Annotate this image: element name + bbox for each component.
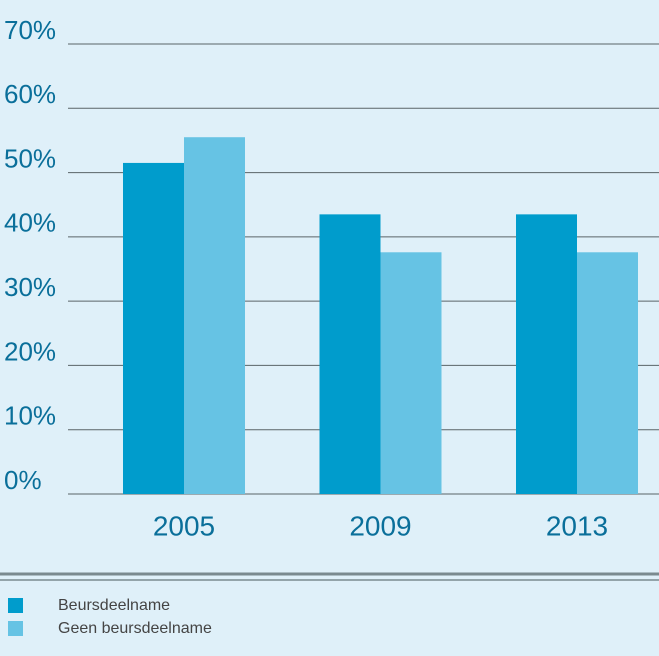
bar xyxy=(319,214,381,494)
y-tick-label: 10% xyxy=(4,401,56,431)
legend-swatch xyxy=(8,621,23,636)
legend-label: Geen beursdeelname xyxy=(58,620,212,637)
bar xyxy=(380,252,442,494)
x-tick-label: 2005 xyxy=(153,510,215,541)
y-tick-label: 70% xyxy=(4,15,56,45)
bar xyxy=(577,252,638,494)
bar xyxy=(516,214,577,494)
legend-label: Beursdeelname xyxy=(58,597,170,614)
x-tick-label: 2013 xyxy=(546,510,608,541)
y-tick-label: 20% xyxy=(4,336,56,366)
x-tick-label: 2009 xyxy=(349,510,411,541)
bar xyxy=(184,137,245,494)
legend-swatch xyxy=(8,598,23,613)
y-tick-label: 50% xyxy=(4,143,56,173)
y-tick-label: 0% xyxy=(4,465,42,495)
y-tick-label: 40% xyxy=(4,208,56,238)
y-tick-label: 60% xyxy=(4,79,56,109)
y-tick-label: 30% xyxy=(4,272,56,302)
bar xyxy=(123,162,184,494)
